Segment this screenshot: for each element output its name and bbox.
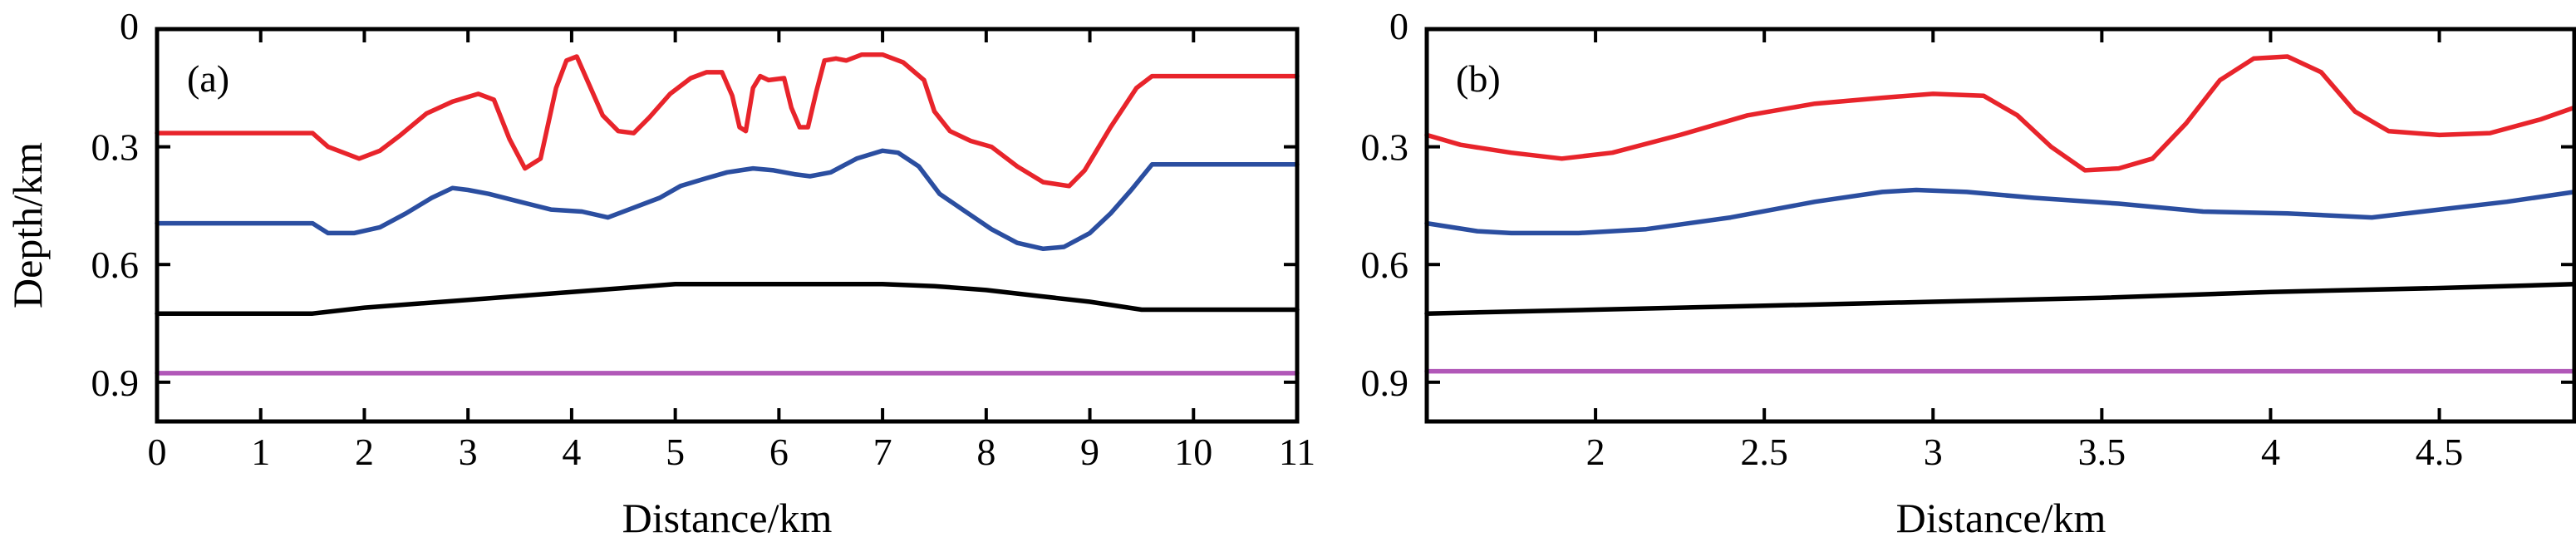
panel-b-tag: (b) (1456, 57, 1501, 100)
panel-a-x-tick-label: 8 (976, 431, 995, 473)
panel-b-xlabel: Distance/km (1896, 495, 2107, 541)
panel-a-black-line (155, 282, 1300, 316)
panel-a-curves (155, 52, 1300, 376)
panel-a-y-tick-label: 0.6 (91, 244, 140, 286)
panel-a-y-tick-label: 0.3 (91, 126, 140, 169)
panel-a-y-tick-label: 0 (120, 5, 139, 47)
panel-a-x-tick-label: 5 (666, 431, 685, 473)
panel-a-blue-line (155, 148, 1300, 252)
panel-b-curves (1424, 54, 2576, 374)
panel-b-black-line (1424, 282, 2576, 316)
panel-a-x-tick-label: 9 (1080, 431, 1099, 473)
panel-a-x-tick-label: 7 (873, 431, 892, 473)
panel-b-y-tick-label: 0.9 (1361, 362, 1409, 404)
panel-a-x-tick-label: 6 (769, 431, 789, 473)
panel-a-x-tick-label: 0 (148, 431, 167, 473)
panel-b-red-line (1424, 54, 2576, 173)
panel-b-x-tick-label: 3.5 (2078, 431, 2126, 473)
panel-b-y-tick-label: 0.3 (1361, 126, 1409, 169)
panel-a-x-tick-label: 10 (1174, 431, 1212, 473)
panel-b-x-tick-label: 4 (2261, 431, 2280, 473)
panel-a-tick-labels: 0 1 2 3 4 5 6 7 8 9 10 11 0 0.3 0.6 0.9 (91, 5, 1316, 473)
panel-b-x-tick-label: 2 (1586, 431, 1605, 473)
panel-a-x-tick-label: 1 (251, 431, 270, 473)
panel-a-tag: (a) (187, 57, 229, 100)
panel-a-red-line (155, 52, 1300, 189)
panel-b-ticks (1427, 27, 2574, 421)
panel-b-y-tick-label: 0 (1389, 5, 1408, 47)
panel-b: 2 2.5 3 3.5 4 4.5 0 0.3 0.6 0.9 (b) Distance/km (1361, 5, 2576, 541)
panel-a-x-tick-label: 2 (355, 431, 374, 473)
panel-a: 0 1 2 3 4 5 6 7 8 9 10 11 0 0.3 0.6 0.9 (a) Depth/km Di… (4, 5, 1315, 541)
panel-a-y-tick-label: 0.9 (91, 362, 140, 404)
panel-a-ticks (155, 27, 1299, 421)
panel-a-xlabel: Distance/km (622, 495, 833, 541)
panel-b-x-tick-label: 4.5 (2416, 431, 2464, 473)
panel-a-x-tick-label: 4 (562, 431, 581, 473)
panel-b-y-tick-label: 0.6 (1361, 244, 1409, 286)
panel-b-tick-labels: 2 2.5 3 3.5 4 4.5 0 0.3 0.6 0.9 (1361, 5, 2464, 473)
panel-a-ylabel: Depth/km (4, 142, 51, 308)
panel-a-x-tick-label: 11 (1279, 431, 1315, 473)
panel-b-blue-line (1424, 187, 2576, 236)
panel-a-x-tick-label: 3 (459, 431, 478, 473)
panel-b-x-tick-label: 2.5 (1740, 431, 1788, 473)
panel-b-frame (1424, 27, 2576, 424)
panel-b-x-tick-label: 3 (1924, 431, 1943, 473)
panel-a-frame (155, 27, 1300, 424)
